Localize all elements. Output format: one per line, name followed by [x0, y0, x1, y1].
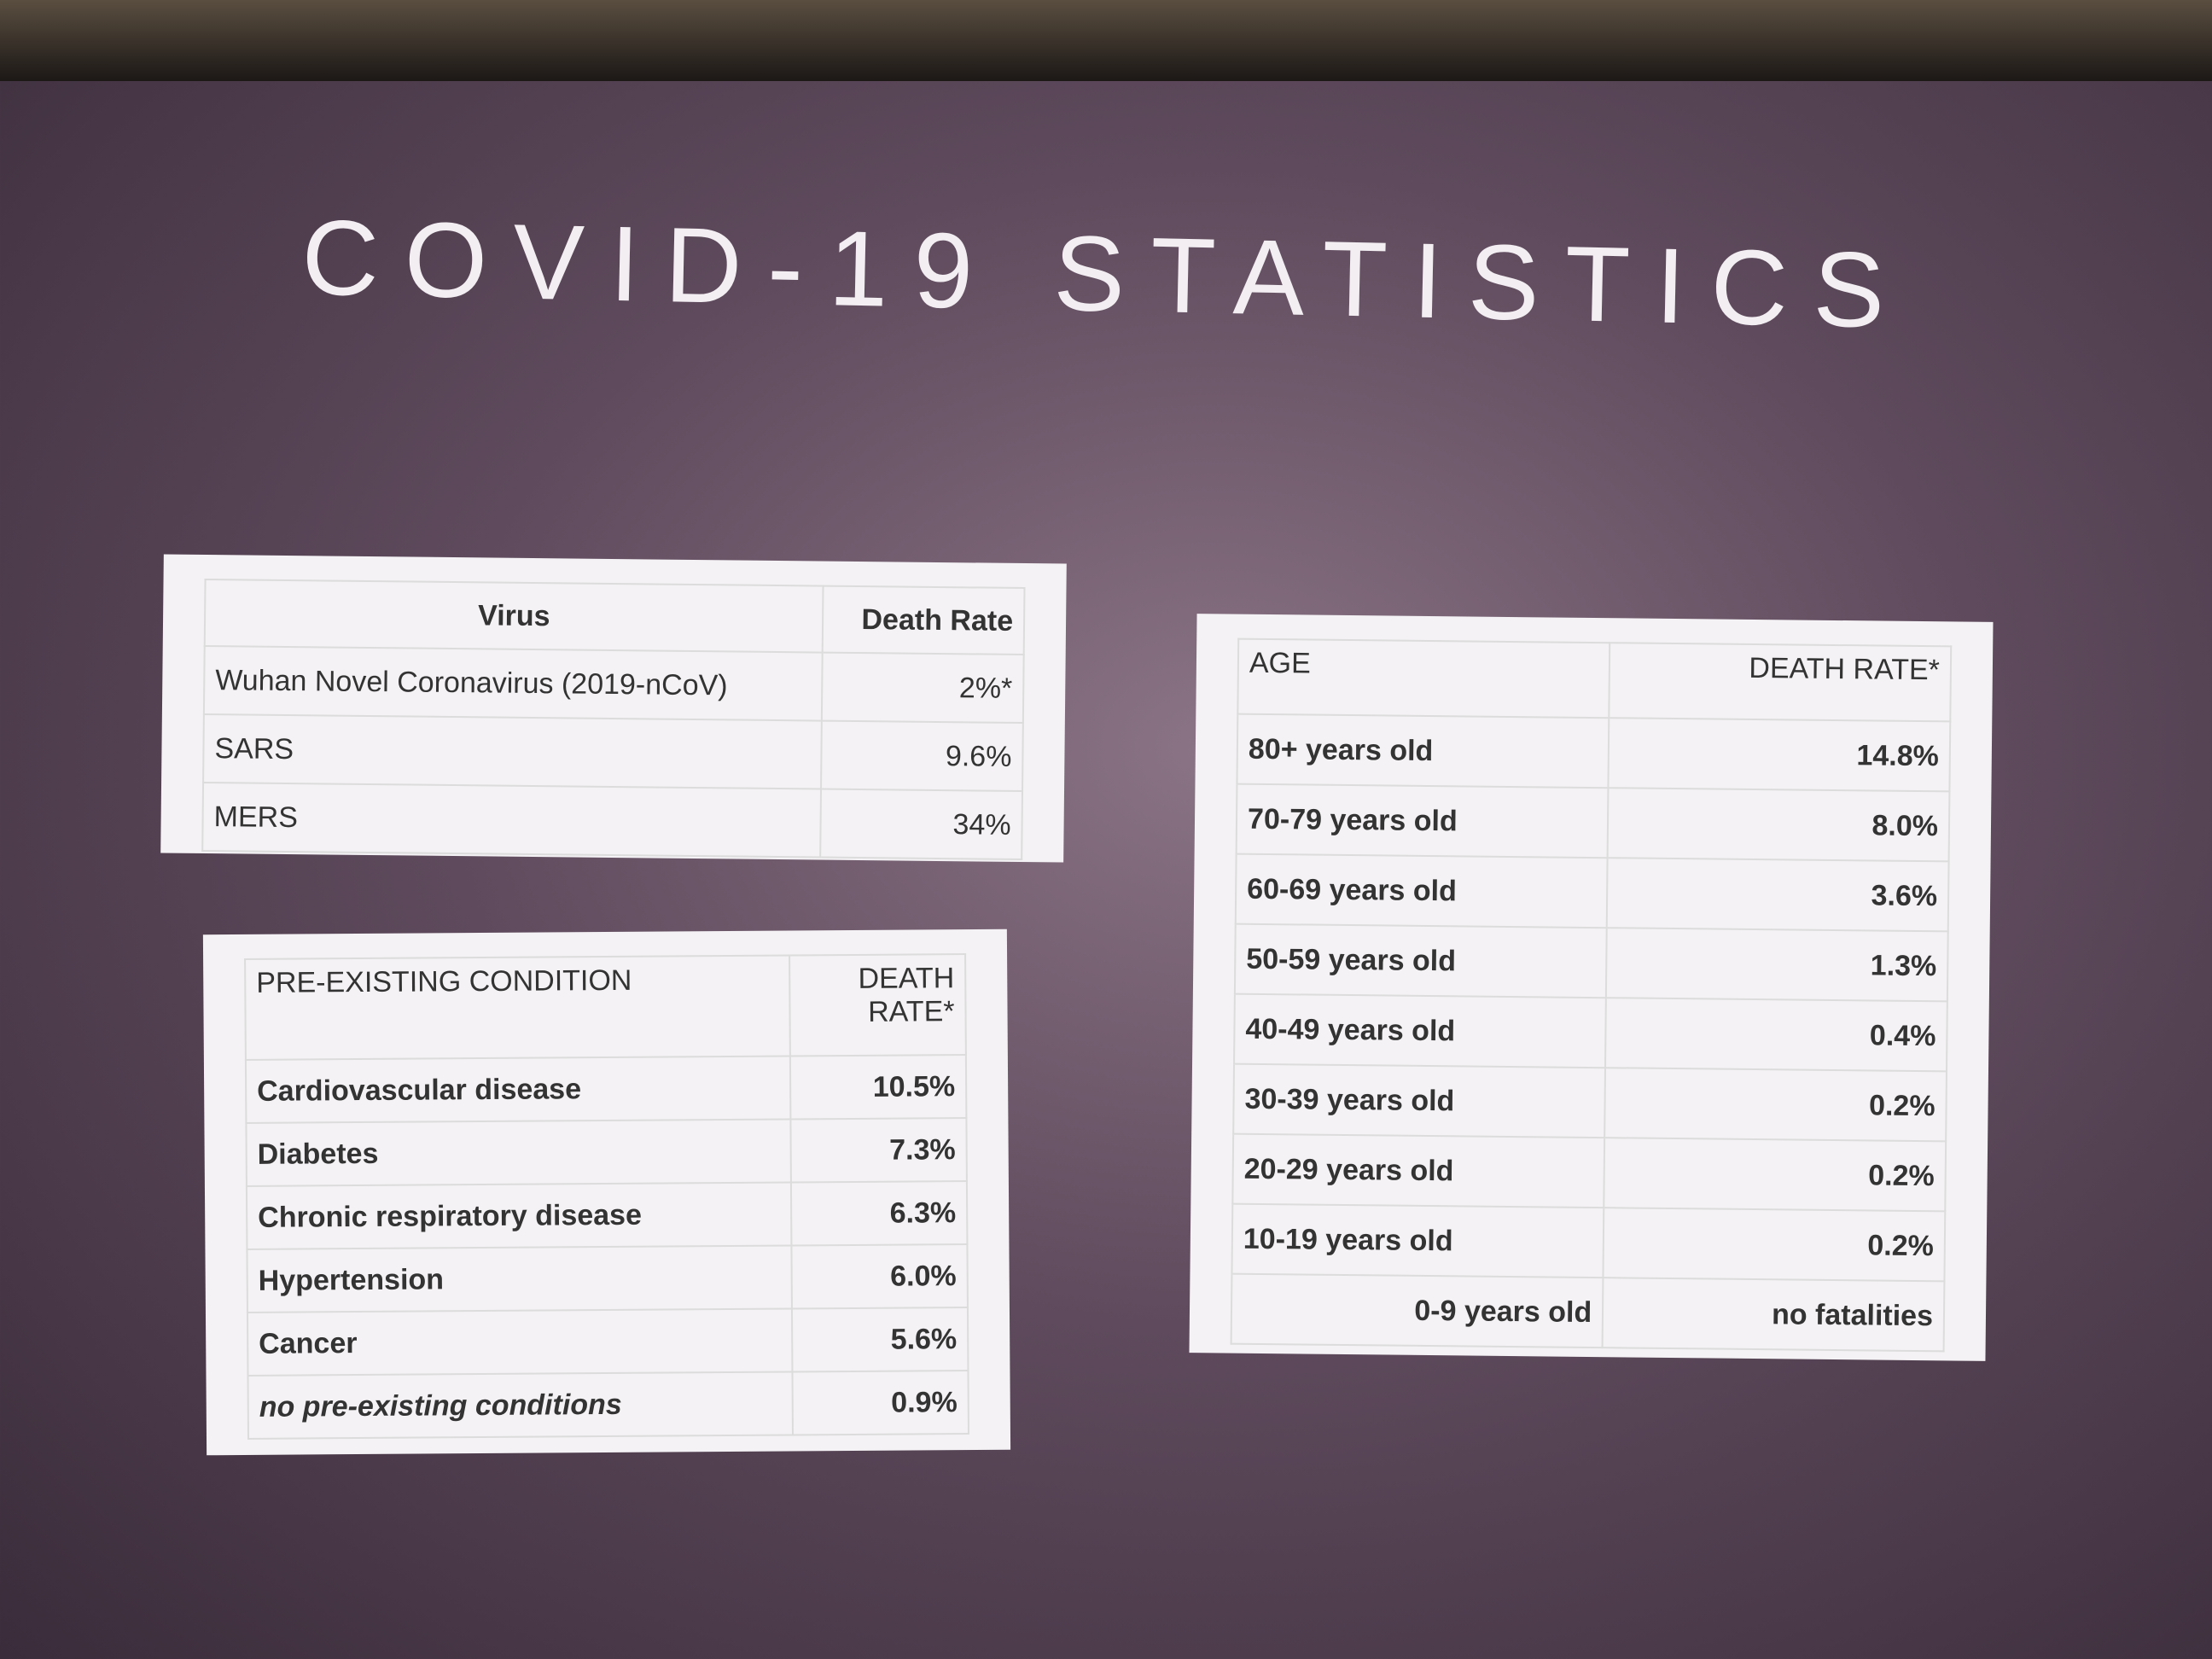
table-row: Cardiovascular disease 10.5%	[245, 1055, 967, 1123]
table-row: Cancer 5.6%	[247, 1307, 969, 1376]
table-cell: 10-19 years old	[1231, 1203, 1604, 1278]
table-cell: SARS	[203, 713, 823, 789]
table-card: PRE-EXISTING CONDITION DEATH RATE* Cardiov…	[202, 928, 1011, 1456]
table-cell: no pre-existing conditions	[247, 1371, 793, 1439]
slide-title: COVID-19 STATISTICS	[300, 198, 1912, 351]
table-cell: 10.5%	[789, 1055, 967, 1120]
table-cell: 14.8%	[1608, 718, 1951, 792]
table-cell: Cardiovascular disease	[245, 1056, 791, 1123]
table-cell: 0.2%	[1603, 1208, 1946, 1282]
table-cell: 1.3%	[1606, 928, 1948, 1002]
header-row: Virus Death Rate	[204, 579, 1025, 655]
table-cell: 34%	[820, 789, 1023, 860]
table-cell: 5.6%	[791, 1307, 969, 1372]
data-table: PRE-EXISTING CONDITION DEATH RATE* Cardiov…	[244, 953, 969, 1440]
table-cell: 70-79 years old	[1236, 783, 1609, 859]
table-cell: MERS	[202, 782, 822, 858]
data-table: Virus Death Rate Wuhan Novel Coronavirus (…	[201, 579, 1025, 860]
table-cell: 6.0%	[791, 1244, 968, 1309]
table-row: Hypertension 6.0%	[247, 1244, 968, 1313]
screen-top	[0, 0, 2212, 81]
table-row: 10-19 years old 0.2%	[1231, 1203, 1946, 1282]
table-cell: 60-69 years old	[1235, 853, 1608, 928]
table-row: 70-79 years old 8.0%	[1236, 783, 1950, 862]
table-cell: 30-39 years old	[1233, 1063, 1606, 1138]
header-row: PRE-EXISTING CONDITION DEATH RATE*	[245, 954, 966, 1060]
table-cell: Wuhan Novel Coronavirus (2019-nCoV)	[203, 645, 824, 721]
table-card: AGE DEATH RATE* 80+ years old 14.8% 70-79 ye…	[1189, 614, 1994, 1361]
table-row: 0-9 years old no fatalities	[1231, 1273, 1945, 1352]
table-cell: 40-49 years old	[1234, 993, 1607, 1068]
table-row: SARS 9.6%	[203, 713, 1023, 792]
table-cell: 0.2%	[1604, 1138, 1947, 1212]
table-row: MERS 34%	[202, 782, 1023, 860]
table-cell: 9.6%	[821, 720, 1023, 792]
table-cell: Hypertension	[247, 1245, 792, 1313]
table-row: 80+ years old 14.8%	[1237, 713, 1951, 792]
table-cell: 0.9%	[792, 1371, 969, 1435]
table-row: 40-49 years old 0.4%	[1234, 993, 1947, 1072]
header-cell: Virus	[204, 579, 824, 653]
table-row: Diabetes 7.3%	[246, 1118, 967, 1186]
table-cell: 3.6%	[1606, 858, 1949, 932]
table-cell: no fatalities	[1602, 1278, 1945, 1352]
table-row: 50-59 years old 1.3%	[1234, 923, 1948, 1002]
data-table: AGE DEATH RATE* 80+ years old 14.8% 70-79 ye…	[1231, 638, 1953, 1353]
table-cell: 8.0%	[1607, 788, 1950, 862]
header-cell: AGE	[1237, 638, 1610, 719]
table-row: Wuhan Novel Coronavirus (2019-nCoV) 2%*	[203, 645, 1024, 724]
table-card: Virus Death Rate Wuhan Novel Coronavirus (…	[160, 554, 1067, 863]
table-cell: 0-9 years old	[1231, 1273, 1604, 1348]
header-cell: PRE-EXISTING CONDITION	[245, 955, 790, 1060]
table-row: no pre-existing conditions 0.9%	[247, 1371, 969, 1439]
table-cell: Chronic respiratory disease	[246, 1182, 792, 1249]
table-cell: 0.2%	[1604, 1068, 1947, 1142]
header-row: AGE DEATH RATE*	[1237, 638, 1952, 722]
table-cell: 7.3%	[790, 1118, 967, 1183]
header-cell: DEATH RATE*	[1609, 643, 1952, 722]
table-cell: 2%*	[822, 652, 1024, 724]
table-cell: 20-29 years old	[1232, 1133, 1605, 1208]
table-cell: 6.3%	[790, 1181, 968, 1246]
table-cell: 80+ years old	[1237, 713, 1610, 789]
table-cell: 0.4%	[1605, 998, 1947, 1072]
header-cell: DEATH RATE*	[789, 954, 966, 1057]
table-row: 20-29 years old 0.2%	[1232, 1133, 1947, 1212]
header-cell: Death Rate	[823, 585, 1025, 655]
table-row: 60-69 years old 3.6%	[1235, 853, 1949, 932]
table-cell: Diabetes	[246, 1119, 791, 1186]
table-row: 30-39 years old 0.2%	[1233, 1063, 1947, 1142]
table-row: Chronic respiratory disease 6.3%	[246, 1181, 968, 1249]
table-cell: Cancer	[247, 1308, 793, 1376]
table-cell: 50-59 years old	[1234, 923, 1607, 998]
